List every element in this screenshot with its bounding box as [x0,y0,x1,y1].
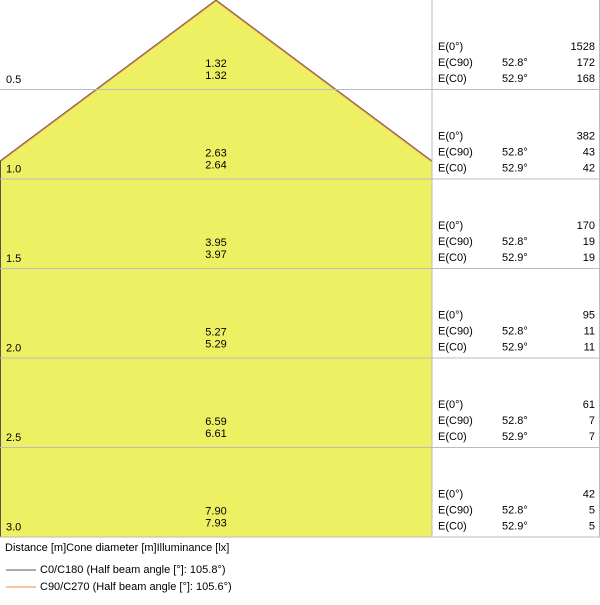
illuminance-value: 7 [589,431,595,443]
cone-diameter: 1.32 [205,58,226,70]
distance: 1.5 [6,253,21,265]
angle: 52.9° [502,73,528,85]
illuminance-label: E(C90) [438,415,473,427]
footer: Distance [m]Cone diameter [m]Illuminance… [5,542,229,554]
angle: 52.9° [502,520,528,532]
illuminance-value: 61 [583,399,595,411]
cone-diameter: 2.64 [205,159,226,171]
cone-diameter: 3.95 [205,237,226,249]
angle: 52.8° [502,57,528,69]
illuminance-label: E(C90) [438,236,473,248]
illuminance-value: 1528 [571,41,595,53]
cone-diameter: 5.29 [205,338,226,350]
illuminance-value: 19 [583,236,595,248]
illuminance-label: E(C90) [438,57,473,69]
illuminance-label: E(0°) [438,399,463,411]
angle: 52.9° [502,252,528,264]
cone-diameter: 1.32 [205,70,226,82]
angle: 52.9° [502,162,528,174]
illuminance-value: 5 [589,520,595,532]
angle: 52.9° [502,341,528,353]
cone-diameter: 7.93 [205,517,226,529]
illuminance-label: E(C90) [438,325,473,337]
illuminance-value: 43 [583,146,595,158]
illuminance-label: E(C0) [438,162,467,174]
illuminance-label: E(C0) [438,73,467,85]
angle: 52.8° [502,236,528,248]
cone-diameter: 3.97 [205,249,226,261]
illuminance-label: E(C0) [438,252,467,264]
angle: 52.8° [502,325,528,337]
cone-edge-c0 [0,0,217,162]
illuminance-label: E(0°) [438,41,463,53]
angle: 52.8° [502,146,528,158]
cone-edge-c0 [215,0,433,162]
angle: 52.8° [502,504,528,516]
illuminance-value: 7 [589,415,595,427]
illuminance-value: 42 [583,488,595,500]
illuminance-label: E(C0) [438,431,467,443]
cone-diameter: 7.90 [205,505,226,517]
legend-label: C90/C270 (Half beam angle [°]: 105.6°) [40,581,232,593]
distance: 2.0 [6,342,21,354]
illuminance-value: 11 [584,341,595,353]
illuminance-label: E(C90) [438,504,473,516]
illuminance-value: 172 [577,57,595,69]
legend-label: C0/C180 (Half beam angle [°]: 105.8°) [40,564,226,576]
angle: 52.8° [502,415,528,427]
cone-diameter: 5.27 [205,326,226,338]
cone-diameter: 6.61 [205,428,226,440]
illuminance-label: E(0°) [438,309,463,321]
distance: 0.5 [6,74,21,86]
illuminance-value: 42 [583,162,595,174]
cone-edge-c90 [0,0,217,163]
illuminance-label: E(C0) [438,520,467,532]
illuminance-value: 382 [577,130,595,142]
illuminance-value: 11 [584,325,595,337]
illuminance-value: 95 [583,309,595,321]
illuminance-value: 19 [583,252,595,264]
illuminance-value: 170 [577,220,595,232]
illuminance-label: E(0°) [438,130,463,142]
angle: 52.9° [502,431,528,443]
illuminance-value: 168 [577,73,595,85]
distance: 2.5 [6,432,21,444]
illuminance-label: E(C90) [438,146,473,158]
distance: 1.0 [6,163,21,175]
cone-edge-c90 [215,0,433,163]
illuminance-label: E(0°) [438,220,463,232]
distance: 3.0 [6,521,21,533]
illuminance-value: 5 [589,504,595,516]
illuminance-label: E(0°) [438,488,463,500]
cone-diameter: 6.59 [205,416,226,428]
illuminance-label: E(C0) [438,341,467,353]
cone-diameter: 2.63 [205,147,226,159]
